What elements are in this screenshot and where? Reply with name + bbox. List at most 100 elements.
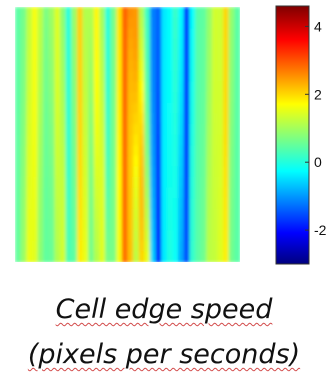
heatmap-cell <box>228 177 235 189</box>
heatmap-cell <box>211 198 219 210</box>
heatmap-cell <box>206 145 213 157</box>
heatmap-cell <box>211 166 219 178</box>
heatmap-cell <box>206 208 213 221</box>
heatmap-cell <box>155 123 162 136</box>
heatmap-cell <box>37 102 44 114</box>
heatmap-cell <box>189 92 196 104</box>
heatmap-cell <box>195 38 202 51</box>
heatmap-cell <box>200 251 207 262</box>
heatmap-cell <box>211 177 219 189</box>
heatmap-cell <box>15 7 22 19</box>
heatmap-cell <box>76 208 84 221</box>
heatmap-cell <box>200 230 207 242</box>
heatmap-cell <box>138 251 145 262</box>
heatmap-cell <box>93 92 100 104</box>
heatmap-cell <box>99 17 106 29</box>
heatmap-cell <box>26 60 33 72</box>
heatmap-cell <box>183 38 190 51</box>
heatmap-cell <box>121 134 129 146</box>
heatmap-cell <box>223 38 230 51</box>
heatmap-cell <box>228 28 235 40</box>
heatmap-cell <box>105 81 112 93</box>
heatmap-cell <box>161 49 168 61</box>
heatmap-cell <box>178 60 185 72</box>
heatmap-cell <box>133 155 140 167</box>
heatmap-cell <box>138 38 145 51</box>
heatmap-cell <box>217 28 224 40</box>
heatmap-cell <box>144 113 151 125</box>
heatmap-cell <box>127 7 134 19</box>
heatmap-cell <box>31 60 39 72</box>
heatmap-cell <box>43 17 50 29</box>
heatmap-cell <box>172 230 179 242</box>
heatmap-cell <box>144 102 151 114</box>
heatmap-cell <box>37 17 44 29</box>
heatmap-cell <box>217 134 224 146</box>
heatmap-cell <box>178 187 185 199</box>
heatmap-cell <box>206 155 213 167</box>
heatmap-cell <box>116 70 123 82</box>
heatmap-cell <box>76 166 84 178</box>
heatmap-cell <box>200 38 207 51</box>
heatmap-cell <box>105 155 112 167</box>
heatmap-cell <box>43 102 50 114</box>
heatmap-cell <box>54 38 61 51</box>
heatmap-cell <box>15 145 22 157</box>
heatmap-cell <box>183 240 190 252</box>
heatmap-cell <box>116 49 123 61</box>
heatmap-cell <box>37 70 44 82</box>
heatmap-cell <box>183 7 190 19</box>
heatmap-cell <box>217 7 224 19</box>
heatmap-cell <box>93 38 100 51</box>
heatmap-cell <box>206 17 213 29</box>
heatmap-cell <box>82 60 89 72</box>
heatmap-cell <box>116 230 123 242</box>
heatmap-cell <box>31 17 39 29</box>
heatmap-cell <box>110 134 117 146</box>
heatmap-cell <box>166 155 174 167</box>
heatmap-cell <box>228 134 235 146</box>
heatmap-cell <box>166 219 174 231</box>
heatmap-cell <box>54 113 61 125</box>
heatmap-cell <box>93 81 100 93</box>
heatmap-cell <box>144 230 151 242</box>
heatmap-cell <box>110 219 117 231</box>
heatmap-cell <box>121 28 129 40</box>
heatmap-cell <box>43 134 50 146</box>
colorbar-tick-label: 2 <box>314 86 322 102</box>
heatmap-cell <box>206 166 213 178</box>
heatmap-cell <box>116 177 123 189</box>
heatmap-cell <box>31 198 39 210</box>
heatmap-cell <box>88 240 95 252</box>
heatmap-cell <box>166 92 174 104</box>
heatmap-cell <box>71 81 78 93</box>
heatmap-cell <box>93 240 100 252</box>
heatmap-cell <box>121 251 129 262</box>
heatmap-cell <box>15 166 22 178</box>
heatmap-cell <box>228 92 235 104</box>
heatmap-cell <box>99 230 106 242</box>
heatmap-cell <box>127 251 134 262</box>
heatmap-cell <box>200 7 207 19</box>
heatmap-cell <box>150 60 157 72</box>
heatmap-cell <box>155 145 162 157</box>
heatmap-cell <box>183 92 190 104</box>
heatmap-cell <box>200 70 207 82</box>
heatmap-cell <box>178 145 185 157</box>
heatmap-cell <box>138 145 145 157</box>
heatmap-cell <box>110 113 117 125</box>
heatmap-cell <box>20 92 27 104</box>
heatmap-cell <box>65 123 72 136</box>
heatmap-cell <box>82 251 89 262</box>
heatmap-cell <box>189 70 196 82</box>
heatmap-cell <box>217 92 224 104</box>
heatmap-cell <box>93 230 100 242</box>
heatmap-cell <box>133 102 140 114</box>
heatmap-cell <box>150 208 157 221</box>
heatmap-cell <box>76 251 84 262</box>
heatmap-cell <box>110 70 117 82</box>
heatmap-cell <box>161 155 168 167</box>
heatmap-cell <box>138 208 145 221</box>
heatmap-cell <box>43 208 50 221</box>
heatmap-cell <box>121 208 129 221</box>
